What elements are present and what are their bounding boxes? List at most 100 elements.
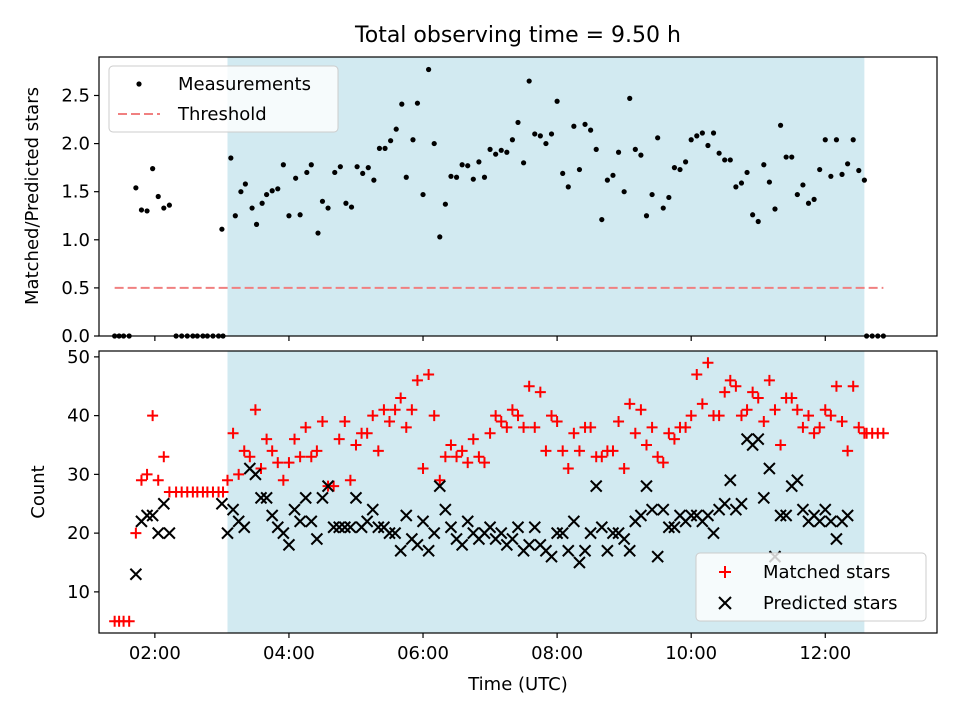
matched-star-point: [758, 416, 770, 427]
matched-star-point: [640, 439, 652, 451]
matched-star-point: [808, 427, 820, 439]
measurement-point: [543, 140, 549, 147]
matched-star-point: [439, 451, 451, 463]
measurement-point: [666, 194, 672, 201]
predicted-star-point: [277, 526, 290, 540]
predicted-star-point: [752, 432, 765, 446]
matched-star-point: [596, 451, 608, 463]
predicted-star-point: [221, 526, 234, 540]
predicted-star-point: [824, 515, 838, 528]
predicted-star-point: [238, 521, 251, 534]
bottom-axes-frame: [98, 350, 938, 634]
top-y-axis-label: Matched/Predicted stars: [22, 87, 43, 305]
matched-star-point: [769, 404, 781, 416]
measurement-point: [777, 122, 784, 128]
measurement-point: [319, 198, 326, 204]
measurement-point: [839, 171, 845, 177]
measurement-point: [750, 212, 756, 218]
predicted-star-point: [152, 526, 165, 540]
matched-star-point: [607, 445, 619, 457]
matched-star-point: [696, 398, 708, 410]
measurement-point: [671, 165, 678, 171]
predicted-star-point: [590, 479, 603, 493]
matched-star-point: [814, 421, 826, 433]
matched-star-point: [512, 410, 524, 422]
measurement-point: [716, 150, 722, 156]
legend-measurements-label: Measurements: [178, 74, 311, 95]
predicted-star-point: [140, 509, 154, 522]
measurement-point: [150, 166, 156, 172]
measurement-point: [822, 137, 828, 143]
measurement-point: [166, 202, 172, 208]
predicted-star-point: [433, 479, 446, 493]
predicted-star-point: [735, 497, 748, 510]
matched-star-point: [333, 433, 345, 445]
predicted-star-point: [757, 491, 771, 505]
matched-star-point: [272, 457, 284, 469]
measurement-point: [615, 149, 622, 155]
matched-star-point: [842, 445, 854, 457]
legend-threshold-label: Threshold: [177, 104, 267, 125]
measurement-point: [722, 157, 728, 163]
measurement-point: [297, 212, 303, 218]
measurement-point: [280, 162, 286, 168]
predicted-star-point: [528, 521, 541, 534]
measurement-point: [360, 170, 366, 177]
matched-star-point: [730, 380, 742, 392]
predicted-star-point: [400, 509, 413, 522]
measurement-point: [253, 221, 260, 227]
measurement-point: [308, 162, 314, 168]
predicted-star-point: [327, 521, 340, 534]
matched-star-point: [825, 410, 837, 422]
matched-star-point: [266, 445, 278, 457]
matched-star-point: [227, 427, 239, 439]
matched-stars-points: [109, 357, 889, 627]
predicted-star-point: [813, 515, 826, 528]
predicted-star-point: [366, 503, 379, 516]
measurement-point: [293, 175, 299, 181]
measurement-point: [649, 191, 655, 198]
measurement-point: [532, 131, 538, 137]
matched-star-point: [147, 410, 159, 422]
measurement-point: [144, 208, 150, 214]
measurement-point: [442, 201, 448, 207]
measurement-point: [161, 205, 167, 211]
measurement-point: [783, 154, 789, 160]
bottom-y-ticks: 10 20 30 40 50: [67, 347, 99, 603]
predicted-star-point: [573, 556, 586, 569]
measurement-point: [811, 196, 817, 202]
predicted-star-point: [310, 532, 324, 546]
y-tick-label: 0.5: [61, 278, 90, 299]
measurement-point: [437, 234, 443, 240]
x-tick-label: 12:00: [799, 643, 851, 664]
predicted-star-point: [668, 521, 681, 534]
predicted-star-point: [372, 521, 385, 534]
predicted-star-point: [578, 544, 592, 557]
predicted-star-point: [791, 474, 804, 487]
measurement-point: [856, 167, 862, 174]
measurement-point: [560, 170, 566, 177]
matched-star-point: [540, 445, 552, 457]
measurement-point: [565, 184, 571, 190]
predicted-star-point: [299, 491, 312, 505]
measurement-point: [727, 157, 733, 163]
matched-star-point: [546, 410, 558, 422]
measurement-points: [112, 66, 886, 339]
measurement-point: [219, 226, 225, 232]
bottom-x-ticks: 02:00 04:00 06:00 08:00 10:00 12:00: [129, 633, 851, 664]
measurement-point: [677, 166, 683, 173]
measurement-point: [805, 200, 812, 206]
measurement-point: [259, 200, 265, 206]
measurement-point: [537, 133, 543, 139]
measurement-point: [337, 164, 343, 170]
matched-star-point: [836, 416, 848, 427]
predicted-star-point: [411, 538, 424, 552]
predicted-star-point: [215, 497, 229, 510]
matched-star-point: [523, 380, 535, 392]
top-legend-box: [108, 65, 339, 133]
predicted-star-point: [662, 521, 676, 534]
predicted-star-point: [461, 515, 474, 528]
matched-star-point: [791, 404, 803, 416]
matched-star-point: [361, 427, 373, 439]
